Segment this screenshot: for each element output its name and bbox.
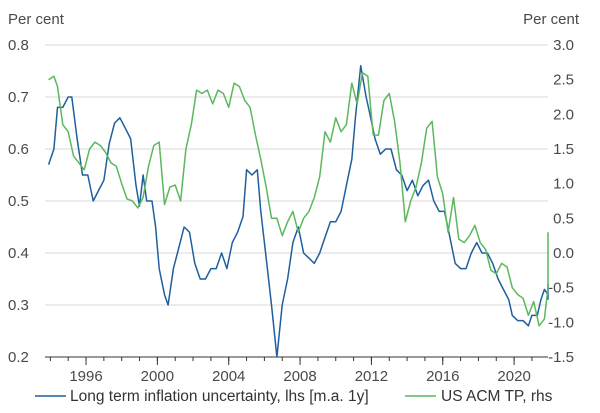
legend: Long term inflation uncertainty, lhs [m.… <box>35 388 553 405</box>
x-tick-label: 2004 <box>212 368 245 385</box>
left-tick-label: 0.7 <box>8 89 29 106</box>
right-tick-labels: -1.5 -1.0 -0.5 0.0 0.5 1.0 1.5 2.0 2.5 3.0 <box>548 37 574 366</box>
x-tick-label: 2020 <box>497 368 530 385</box>
left-tick-labels: 0.2 0.3 0.4 0.5 0.6 0.7 0.8 <box>8 37 29 366</box>
x-tick-label: 2016 <box>426 368 459 385</box>
right-tick-label: 0.0 <box>553 245 574 262</box>
left-tick-label: 0.3 <box>8 297 29 314</box>
right-tick-label: 1.0 <box>553 176 574 193</box>
left-tick-label: 0.6 <box>8 141 29 158</box>
right-tick-label: -1.0 <box>548 314 574 331</box>
right-tick-label: -0.5 <box>548 280 574 297</box>
legend-label-acm-tp: US ACM TP, rhs <box>441 388 553 405</box>
right-tick-label: 2.5 <box>553 72 574 89</box>
right-tick-label: 3.0 <box>553 37 574 54</box>
right-axis-unit: Per cent <box>523 11 580 28</box>
x-tick-label: 2000 <box>141 368 174 385</box>
right-tick-label: 0.5 <box>553 210 574 227</box>
series-group <box>47 65 549 358</box>
x-tick-label: 2012 <box>355 368 388 385</box>
series-line-acm-tp <box>48 71 549 327</box>
left-tick-label: 0.2 <box>8 349 29 366</box>
legend-label-inflation: Long term inflation uncertainty, lhs [m.… <box>70 388 369 405</box>
right-tick-label: 1.5 <box>553 141 574 158</box>
left-tick-label: 0.5 <box>8 193 29 210</box>
left-axis-unit: Per cent <box>8 11 65 28</box>
left-tick-label: 0.4 <box>8 245 29 262</box>
x-tick-label: 2008 <box>283 368 316 385</box>
x-tick-label: 1996 <box>69 368 102 385</box>
series-line-inflation-uncertainty <box>47 65 549 358</box>
right-tick-label: 2.0 <box>553 106 574 123</box>
x-tick-labels: 1996 2000 2004 2008 2012 2016 2020 <box>49 357 533 385</box>
right-tick-label: -1.5 <box>548 349 574 366</box>
left-tick-label: 0.8 <box>8 37 29 54</box>
grid-lines <box>45 44 548 306</box>
